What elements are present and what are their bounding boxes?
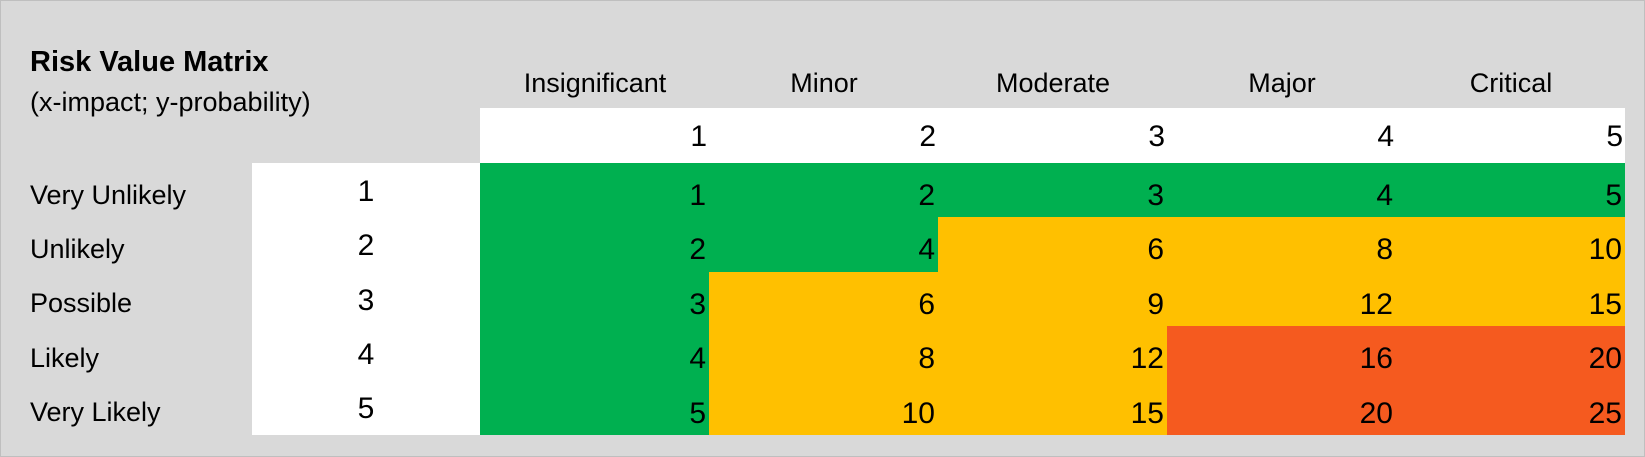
- risk-cell-r2-c3: 6: [938, 217, 1167, 272]
- impact-value-1: 1: [690, 120, 707, 153]
- risk-cell-r2-c5: 10: [1396, 217, 1625, 272]
- risk-cell-r5-c2: 10: [709, 380, 938, 435]
- risk-cell-r2-c4: 8: [1167, 217, 1396, 272]
- risk-cell-r3-c1: 3: [480, 271, 709, 327]
- impact-value-5: 5: [1606, 120, 1623, 153]
- impact-value-4: 4: [1377, 120, 1394, 153]
- probability-label-possible: Possible: [30, 288, 133, 318]
- risk-cell-r3-c3: 9: [938, 271, 1167, 327]
- probability-label-unlikely: Unlikely: [30, 234, 125, 264]
- impact-label-minor: Minor: [790, 68, 858, 98]
- impact-label-insignificant: Insignificant: [523, 68, 667, 98]
- probability-value-5: 5: [357, 392, 375, 425]
- risk-cell-r5-c1: 5: [480, 380, 709, 435]
- risk-cell-r1-c4: 4: [1167, 163, 1396, 218]
- risk-cell-r1-c1: 1: [480, 163, 709, 218]
- impact-value-3: 3: [1148, 120, 1165, 153]
- risk-cell-r4-c3: 12: [938, 326, 1167, 381]
- probability-value-3: 3: [357, 284, 375, 317]
- matrix-subtitle: (x-impact; y-probability): [30, 87, 311, 117]
- risk-cell-r3-c4: 12: [1167, 271, 1396, 327]
- risk-cell-r4-c4: 16: [1167, 326, 1396, 381]
- probability-value-1: 1: [357, 175, 375, 208]
- risk-cell-r5-c5: 25: [1396, 380, 1625, 435]
- risk-cell-r1-c5: 5: [1396, 163, 1625, 218]
- impact-values-band: [480, 108, 1625, 163]
- probability-label-likely: Likely: [30, 343, 100, 373]
- risk-cell-r4-c2: 8: [709, 326, 938, 381]
- probability-value-2: 2: [357, 229, 375, 262]
- probability-values-band: [252, 163, 480, 435]
- risk-cell-r3-c5: 15: [1396, 271, 1625, 327]
- risk-cell-r4-c5: 20: [1396, 326, 1625, 381]
- probability-label-very-unlikely: Very Unlikely: [30, 180, 187, 210]
- impact-label-moderate: Moderate: [995, 68, 1111, 98]
- impact-label-major: Major: [1248, 68, 1316, 98]
- risk-cell-r2-c1: 2: [480, 217, 709, 272]
- impact-value-2: 2: [919, 120, 936, 153]
- risk-cell-r1-c3: 3: [938, 163, 1167, 218]
- risk-cell-r1-c2: 2: [709, 163, 938, 218]
- risk-cell-r3-c2: 6: [709, 271, 938, 327]
- matrix-title: Risk Value Matrix: [30, 46, 269, 78]
- risk-cell-r2-c2: 4: [709, 217, 938, 272]
- probability-value-4: 4: [357, 338, 375, 371]
- risk-cell-r5-c4: 20: [1167, 380, 1396, 435]
- probability-label-very-likely: Very Likely: [30, 397, 161, 427]
- impact-label-critical: Critical: [1469, 68, 1553, 98]
- risk-cell-r4-c1: 4: [480, 326, 709, 381]
- risk-cell-r5-c3: 15: [938, 380, 1167, 435]
